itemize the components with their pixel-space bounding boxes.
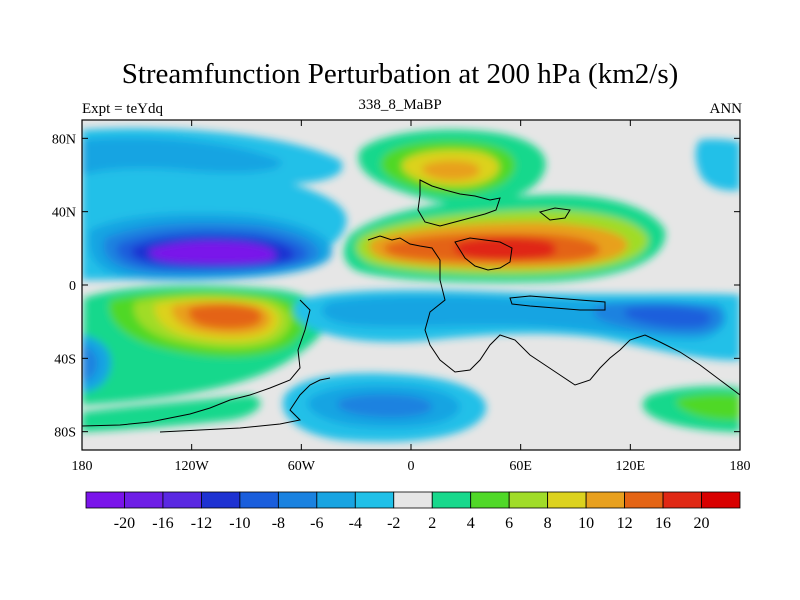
colorbar-swatch bbox=[316, 491, 356, 509]
colorbar-swatch bbox=[354, 491, 395, 509]
positive-north-core bbox=[421, 160, 480, 181]
colorbar-swatch bbox=[124, 491, 164, 509]
colorbar-label: -12 bbox=[191, 515, 212, 532]
colorbar: -20 -16 -12 -10 -8 -6 -4 -2 2 4 6 8 10 12 16 20 bbox=[85, 491, 741, 532]
coastline-africa-asia bbox=[367, 235, 740, 396]
y-tick-label: 40S bbox=[54, 352, 76, 367]
positive-south-core bbox=[188, 304, 262, 329]
colorbar-swatch bbox=[508, 491, 549, 509]
coastline-arabia bbox=[454, 237, 513, 271]
colorbar-label: -6 bbox=[310, 515, 323, 532]
colorbar-label: 4 bbox=[467, 515, 475, 532]
colorbar-label: -20 bbox=[114, 515, 135, 532]
colorbar-swatch bbox=[431, 491, 472, 509]
colorbar-label: -4 bbox=[349, 515, 362, 532]
y-tick-label: 80S bbox=[54, 426, 76, 441]
negative-east-north bbox=[695, 139, 740, 191]
colorbar-swatch bbox=[662, 491, 702, 509]
colorbar-swatch bbox=[201, 491, 241, 509]
coastline-south-america bbox=[82, 299, 311, 427]
colorbar-label: 8 bbox=[544, 515, 552, 532]
field-layer bbox=[82, 120, 740, 450]
coastline-eurasia-north bbox=[417, 179, 501, 227]
colorbar-label: 6 bbox=[505, 515, 513, 532]
colorbar-label: 2 bbox=[428, 515, 436, 532]
coastline-east-asia bbox=[538, 207, 571, 221]
colorbar-swatch bbox=[624, 491, 664, 509]
colorbar-swatch bbox=[585, 491, 625, 509]
x-tick-label: 60W bbox=[288, 459, 316, 474]
positive-asia-max bbox=[453, 237, 557, 261]
colorbar-label: -16 bbox=[152, 515, 173, 532]
experiment-label: Expt = teYdq bbox=[82, 101, 163, 117]
x-tick-label: 180 bbox=[730, 459, 751, 474]
y-tick-label: 40N bbox=[52, 206, 76, 221]
colorbar-label: 20 bbox=[694, 515, 710, 532]
colorbar-swatch bbox=[701, 491, 741, 509]
colorbar-swatch bbox=[470, 491, 510, 509]
negative-south-belt-max bbox=[624, 306, 711, 328]
y-tick-label: 0 bbox=[69, 279, 76, 294]
x-tick-label: 60E bbox=[509, 459, 532, 474]
colorbar-label: -10 bbox=[229, 515, 250, 532]
season-label: ANN bbox=[709, 101, 743, 117]
x-tick-label: 0 bbox=[408, 459, 415, 474]
colorbar-label: 16 bbox=[655, 515, 671, 532]
x-axis: 180 120W 60W 0 60E 120E 180 bbox=[72, 120, 751, 474]
x-tick-label: 180 bbox=[72, 459, 93, 474]
x-tick-label: 120E bbox=[616, 459, 646, 474]
negative-north-pacific-inner bbox=[82, 137, 282, 175]
colorbar-label: -8 bbox=[272, 515, 285, 532]
plot-title: Streamfunction Perturbation at 200 hPa (… bbox=[121, 58, 679, 90]
colorbar-swatch bbox=[547, 491, 587, 509]
coastline-indonesia bbox=[509, 295, 606, 311]
colorbar-label: 12 bbox=[617, 515, 633, 532]
continent-outlines bbox=[82, 179, 740, 433]
colorbar-swatch bbox=[277, 491, 318, 509]
y-axis: 80N 40N 0 40S 80S bbox=[52, 132, 740, 441]
colorbar-label: 10 bbox=[578, 515, 594, 532]
positive-south-west-strip bbox=[82, 395, 261, 432]
coastline-antarctica bbox=[159, 377, 331, 433]
y-tick-label: 80N bbox=[52, 132, 76, 147]
negative-core bbox=[149, 241, 276, 264]
period-label: 338_8_MaBP bbox=[358, 97, 442, 113]
positive-south-pacific-inner bbox=[676, 393, 740, 421]
x-tick-label: 120W bbox=[175, 459, 210, 474]
colorbar-label: -2 bbox=[387, 515, 400, 532]
negative-west-south-core bbox=[82, 345, 98, 381]
colorbar-swatch bbox=[393, 491, 433, 509]
colorbar-swatch bbox=[239, 491, 279, 509]
colorbar-swatch bbox=[162, 491, 202, 509]
colorbar-swatch bbox=[85, 491, 125, 509]
negative-south-atlantic-core bbox=[337, 394, 433, 418]
